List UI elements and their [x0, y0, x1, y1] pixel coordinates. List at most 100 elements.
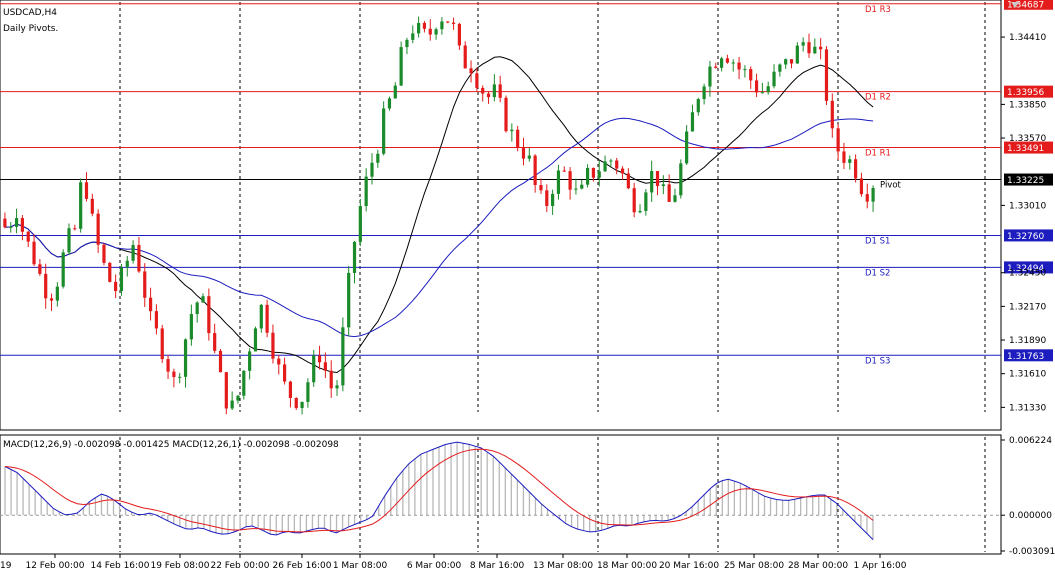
candle-body: [714, 66, 718, 68]
candle-body: [329, 370, 333, 389]
candle-body: [842, 151, 846, 163]
candle-body: [673, 195, 677, 202]
pivot-name-label: D1 R1: [865, 149, 891, 159]
macd-label: MACD(12,26,9) -0.002098 -0.001425 MACD(1…: [3, 440, 339, 450]
candle-body: [585, 167, 590, 185]
pivot-price-label: 1.32760: [1007, 232, 1044, 242]
candle-body: [242, 370, 246, 396]
candle-body: [551, 193, 555, 206]
pivot-name-label: D1 R3: [865, 5, 891, 15]
candle-body: [248, 351, 252, 371]
candle-body: [609, 160, 613, 162]
candle-body: [766, 86, 770, 93]
candle-body: [486, 93, 491, 98]
price-panel-frame: [0, 0, 1002, 431]
candle-body: [166, 359, 170, 372]
candle-body: [574, 188, 578, 190]
candle-body: [789, 59, 794, 64]
x-tick-label: 26 Feb 16:00: [272, 561, 331, 571]
candle-body: [131, 245, 135, 261]
x-tick-label: 8 Mar 16:00: [470, 561, 525, 571]
pivot-price-tag: [1004, 261, 1053, 274]
candle-body: [358, 206, 362, 242]
candle-body: [26, 231, 30, 242]
y-tick-label: 1.31610: [1009, 370, 1046, 380]
candle-body: [446, 21, 450, 23]
candle-body: [3, 218, 7, 228]
candle-body: [451, 22, 456, 24]
pivot-price-tag: [1004, 0, 1053, 10]
x-tick-label-cut: 19: [0, 561, 12, 571]
candle-body: [504, 97, 508, 132]
candle-body: [760, 92, 764, 94]
candle-body: [224, 372, 228, 409]
x-tick-label: 12 Feb 00:00: [25, 561, 84, 571]
candle-body: [696, 99, 700, 113]
candle-body: [679, 163, 683, 196]
x-tick-label: 18 Mar 00:00: [597, 561, 657, 571]
x-tick-label: 19 Feb 08:00: [150, 561, 209, 571]
candle-body: [9, 226, 13, 228]
candle-body: [422, 22, 427, 29]
candle-body: [178, 376, 182, 378]
candle-body: [807, 42, 811, 54]
pivot-name-label: D1 S1: [865, 236, 890, 246]
candle-body: [469, 68, 473, 74]
candle-body: [475, 73, 479, 88]
candle-body: [836, 128, 840, 152]
pivot-price-tag: [1004, 173, 1053, 186]
macd-main-line: [4, 441, 874, 540]
pivot-name-label: D1 R2: [865, 93, 891, 103]
macd-panel: [0, 434, 1002, 555]
candle-body: [79, 182, 83, 229]
candle-body: [440, 21, 444, 30]
pivot-price-tag: [1004, 349, 1053, 362]
candle-body: [189, 314, 193, 340]
candle-body: [650, 170, 654, 193]
candle-body: [218, 350, 223, 373]
pivot-price-label: 1.32494: [1007, 264, 1044, 274]
y-tick-label: 1.31330: [1009, 403, 1046, 413]
candle-body: [754, 80, 759, 93]
macd-histogram: [4, 442, 874, 540]
pivot-name-label: D1 S2: [865, 268, 890, 278]
candle-body: [865, 194, 869, 202]
candle-body: [784, 59, 788, 65]
candlesticks: [3, 16, 875, 415]
candle-body: [521, 147, 526, 159]
candle-body: [568, 171, 572, 190]
time-axis: 12 Feb 00:00 14 Feb 16:00 19 Feb 08:00 22 F…: [0, 554, 907, 571]
candle-body: [708, 66, 712, 87]
candle-body: [312, 355, 316, 383]
macd-signal-line: [4, 448, 874, 533]
candle-body: [143, 271, 147, 298]
candle-body: [160, 328, 164, 360]
candle-body: [725, 58, 730, 63]
price-panel: [0, 0, 1002, 431]
candle-body: [743, 69, 747, 71]
candle-body: [201, 296, 205, 303]
candle-body: [44, 273, 48, 299]
candle-body: [207, 296, 211, 334]
scroll-marker-icon[interactable]: [1011, 2, 1019, 8]
candle-body: [813, 46, 817, 54]
candle-body: [859, 178, 864, 195]
pivot-name-label: Pivot: [880, 181, 902, 191]
candle-body: [114, 281, 118, 292]
x-tick-label: 22 Feb 00:00: [210, 561, 269, 571]
candle-body: [457, 23, 461, 46]
candle-body: [288, 381, 293, 398]
candle-body: [492, 84, 496, 98]
candle-body: [96, 213, 100, 245]
candle-body: [73, 228, 77, 230]
y-tick-label: 1.33010: [1009, 201, 1046, 211]
candle-body: [830, 100, 834, 129]
macd-lines: [0, 441, 1001, 540]
candle-body: [341, 327, 345, 386]
candle-body: [591, 167, 596, 178]
candle-body: [626, 173, 630, 189]
y-tick-label: 1.34410: [1009, 33, 1046, 43]
candle-body: [271, 332, 275, 359]
candle-body: [393, 85, 397, 99]
